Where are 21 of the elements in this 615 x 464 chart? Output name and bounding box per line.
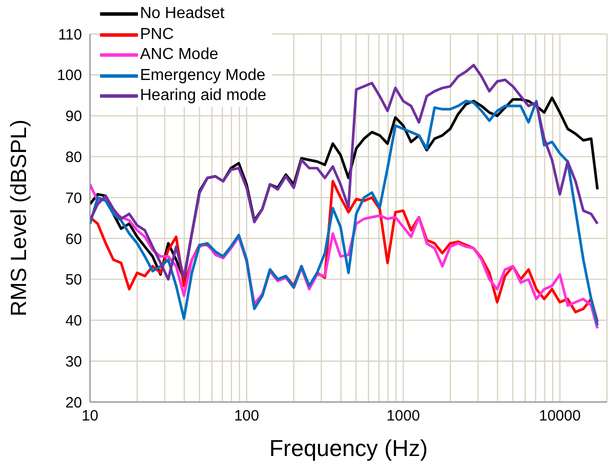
x-tick-label: 10 [82,408,98,425]
x-tick-label: 10000 [538,408,581,425]
legend-label: Hearing aid mode [140,86,266,106]
y-tick-label: 90 [65,108,82,126]
x-tick-label: 1000 [386,408,420,425]
y-tick-label: 20 [65,394,82,412]
legend-label: No Headset [140,4,224,24]
y-tick-label: 60 [65,230,82,248]
x-tick-label: 100 [234,408,260,425]
legend-label: Emergency Mode [140,66,266,86]
y-tick-label: 50 [65,272,82,289]
y-tick-label: 70 [65,190,82,207]
y-tick-label: 30 [65,353,82,370]
y-tick-label: 110 [58,26,82,44]
y-tick-label: 80 [65,148,82,166]
y-tick-label: 100 [56,67,82,84]
legend-label: PNC [140,24,174,44]
legend-label: ANC Mode [140,45,218,65]
y-tick-label: 40 [65,312,82,330]
y-axis-title: RMS Level (dBSPL) [6,120,31,316]
x-axis-title: Frequency (Hz) [269,435,428,461]
